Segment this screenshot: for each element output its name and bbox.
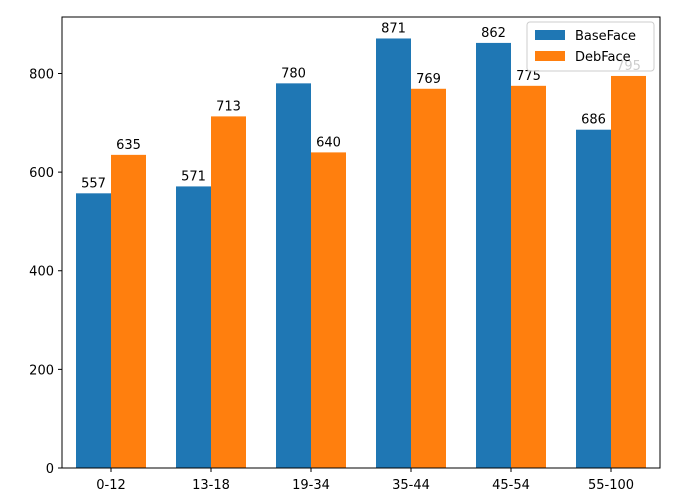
- bar-baseface-55-100: [576, 129, 611, 468]
- bar-debface-55-100: [611, 75, 646, 468]
- bar-baseface-19-34: [276, 83, 311, 469]
- bar-debface-13-18: [211, 116, 246, 469]
- bar-debface-19-34: [311, 152, 346, 468]
- plot-frame: [61, 16, 661, 469]
- legend-swatch-debface: [535, 51, 565, 61]
- data-label: 862: [481, 26, 506, 41]
- bar-debface-45-54: [511, 85, 546, 468]
- data-label: 769: [416, 72, 441, 87]
- data-label: 713: [216, 99, 241, 114]
- bar-debface-0-12: [111, 154, 146, 468]
- bar-baseface-35-44: [376, 38, 411, 468]
- data-label: 686: [581, 113, 606, 128]
- y-tick-label: 200: [29, 363, 54, 378]
- data-label: 571: [181, 169, 206, 184]
- y-tick-label: 800: [29, 67, 54, 82]
- x-tick-label: 13-18: [192, 478, 230, 493]
- legend-label: DebFace: [575, 50, 631, 65]
- data-label: 780: [281, 66, 306, 81]
- x-tick-label: 45-54: [492, 478, 530, 493]
- data-label: 640: [316, 135, 341, 150]
- x-tick-label: 19-34: [292, 478, 330, 493]
- data-label: 871: [381, 21, 406, 36]
- data-label: 635: [116, 138, 141, 153]
- x-tick-label: 0-12: [96, 478, 126, 493]
- y-tick-label: 600: [29, 166, 54, 181]
- legend-swatch-baseface: [535, 30, 565, 40]
- x-tick-label: 55-100: [588, 478, 634, 493]
- x-tick-label: 35-44: [392, 478, 430, 493]
- data-label: 775: [516, 69, 541, 84]
- legend-label: BaseFace: [575, 29, 636, 44]
- bar-debface-35-44: [411, 88, 446, 468]
- bar-baseface-13-18: [176, 186, 211, 469]
- bar-baseface-45-54: [476, 42, 511, 469]
- y-tick-label: 400: [29, 265, 54, 280]
- y-tick-label: 0: [46, 462, 54, 477]
- data-label: 557: [81, 176, 106, 191]
- bar-baseface-0-12: [76, 193, 111, 468]
